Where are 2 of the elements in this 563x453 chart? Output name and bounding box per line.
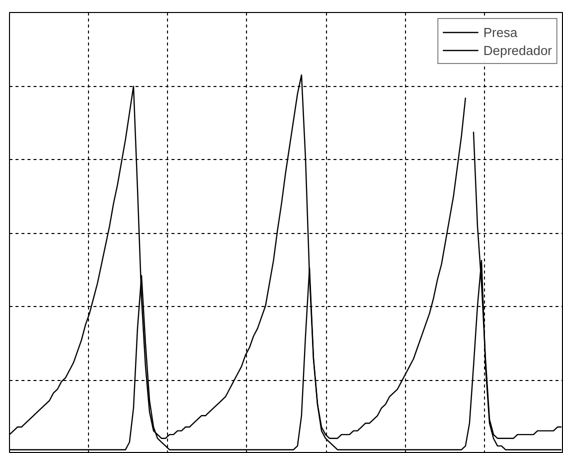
legend-label: Presa [483,24,518,41]
legend-label: Depredador [483,42,552,59]
